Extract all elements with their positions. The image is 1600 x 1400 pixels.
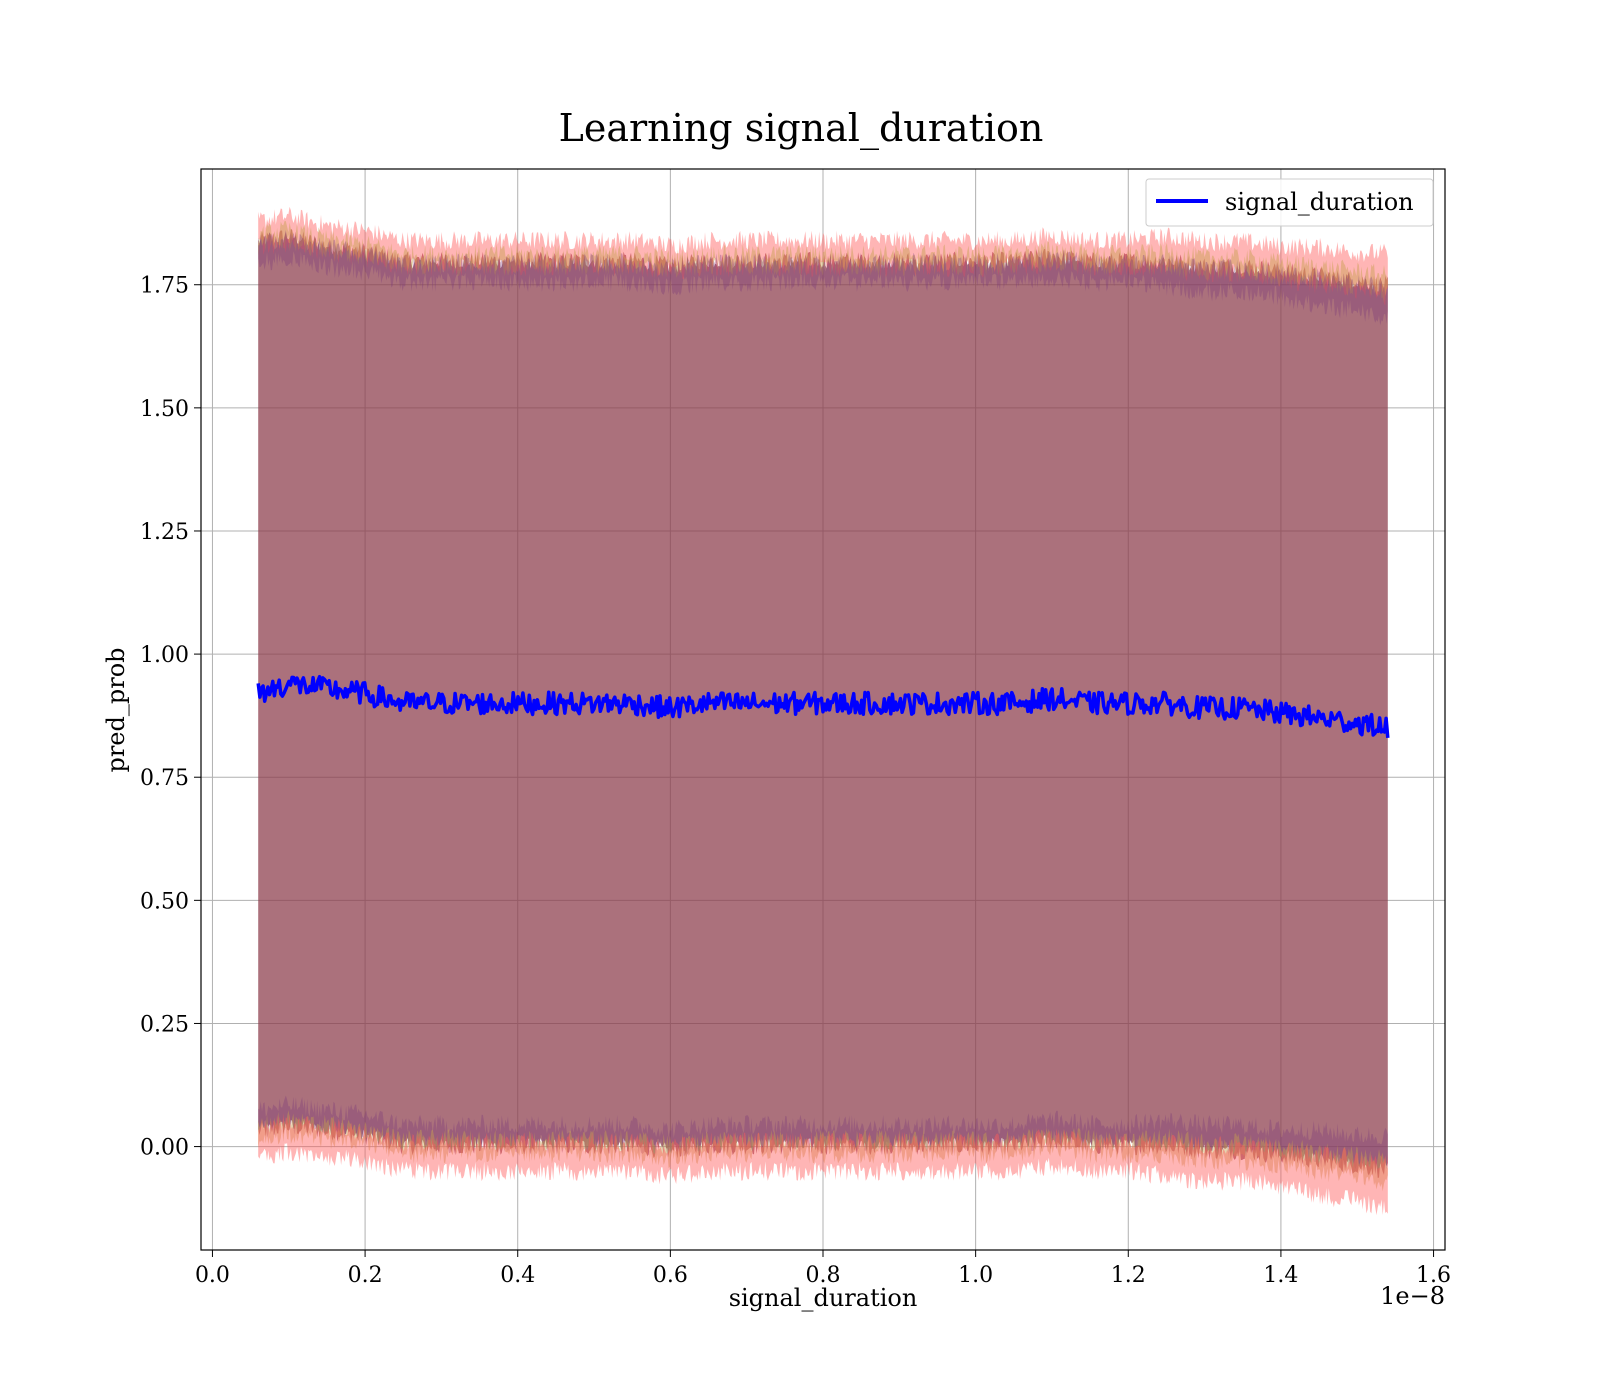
x-tick-label: 0.8 xyxy=(806,1263,841,1288)
upper-band-edge-orange xyxy=(258,221,1388,304)
x-axis-label: signal_duration xyxy=(729,1284,918,1312)
y-tick-label: 0.75 xyxy=(140,766,189,791)
legend: signal_duration xyxy=(1145,178,1434,227)
upper-band-edge-purple xyxy=(258,230,1388,326)
legend-label: signal_duration xyxy=(1225,188,1414,216)
x-tick-label: 0.0 xyxy=(195,1263,230,1288)
x-axis-offset-label: 1e−8 xyxy=(1380,1282,1445,1310)
y-tick-label: 1.50 xyxy=(140,397,189,422)
x-tick-label: 0.2 xyxy=(348,1263,383,1288)
lower-band-edge-purple xyxy=(258,1095,1388,1176)
legend-box xyxy=(1145,178,1434,227)
x-tick-label: 1.2 xyxy=(1111,1263,1146,1288)
x-tick-label: 0.4 xyxy=(500,1263,535,1288)
x-tick-label: 1.6 xyxy=(1416,1263,1451,1288)
y-axis-label: pred_prob xyxy=(102,647,130,772)
y-axis-ticks: 0.00 0.25 0.50 0.75 1.00 1.25 1.50 1.75 xyxy=(140,274,201,1161)
y-tick-label: 1.00 xyxy=(140,643,189,668)
series-line-signal_duration xyxy=(256,674,1390,739)
lower-band-edge-red xyxy=(258,1113,1388,1216)
x-tick-label: 0.6 xyxy=(653,1263,688,1288)
chart-title: Learning signal_duration xyxy=(559,106,1044,151)
x-tick-label: 1.0 xyxy=(958,1263,993,1288)
series-layer xyxy=(256,674,1390,739)
lower-band-edge-orange xyxy=(258,1110,1388,1192)
y-tick-label: 0.25 xyxy=(140,1012,189,1037)
y-tick-label: 0.00 xyxy=(140,1136,189,1161)
y-tick-label: 0.50 xyxy=(140,889,189,914)
y-tick-label: 1.75 xyxy=(140,274,189,299)
upper-band-edge-red xyxy=(258,206,1388,306)
x-axis-ticks: 0.0 0.2 0.4 0.6 0.8 1.0 1.2 1.4 1.6 xyxy=(195,1250,1451,1288)
x-tick-label: 1.4 xyxy=(1263,1263,1298,1288)
y-tick-label: 1.25 xyxy=(140,520,189,545)
